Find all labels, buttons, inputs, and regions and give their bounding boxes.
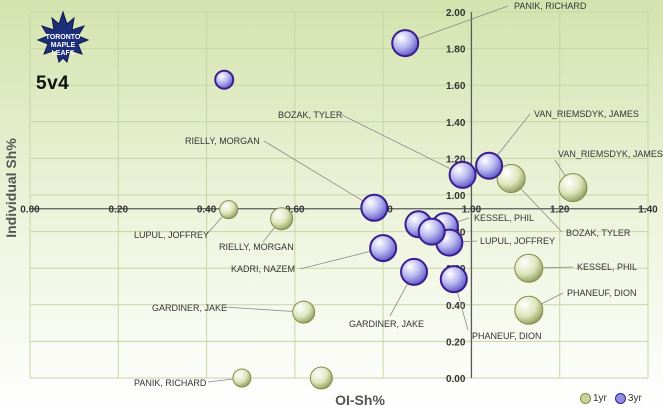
- x-tick-label: 1.20: [550, 205, 570, 216]
- data-label: VAN_RIEMSDYK, JAMES: [558, 149, 663, 159]
- data-point-1yr: [558, 173, 588, 203]
- data-label: KESSEL, PHIL: [474, 213, 534, 223]
- y-axis-title: Individual Sh%: [3, 138, 19, 238]
- legend: 1yr 3yr: [580, 393, 642, 404]
- data-point-3yr: [369, 234, 398, 263]
- x-tick-label: 1.40: [638, 205, 658, 216]
- data-point-1yr: [496, 164, 526, 194]
- data-label: PHANEUF, DION: [567, 288, 637, 298]
- maple-leafs-logo: TORONTO MAPLE LEAFS: [34, 10, 92, 72]
- svg-text:LEAFS: LEAFS: [52, 50, 75, 57]
- data-point-3yr: [214, 69, 235, 90]
- annotation-leader: [405, 5, 509, 44]
- annotation-leader: [299, 247, 384, 270]
- data-point-3yr: [439, 265, 468, 294]
- y-tick-label: 1.40: [446, 118, 466, 129]
- y-tick-label: 2.00: [446, 8, 466, 19]
- data-point-1yr: [292, 300, 316, 324]
- legend-label-1yr: 1yr: [593, 393, 607, 404]
- y-tick-label: 1.00: [446, 191, 466, 202]
- x-tick-label: 0.20: [109, 205, 129, 216]
- data-label: RIELLY, MORGAN: [185, 136, 260, 146]
- legend-label-3yr: 3yr: [627, 393, 642, 404]
- annotation-leader: [263, 140, 375, 209]
- svg-text:TORONTO: TORONTO: [46, 34, 81, 41]
- data-point-3yr: [417, 217, 446, 246]
- data-label: PANIK, RICHARD: [134, 378, 207, 388]
- data-point-3yr: [391, 29, 420, 58]
- x-tick-label: 0.00: [20, 205, 40, 216]
- data-point-3yr: [448, 160, 477, 189]
- annotation-leader: [223, 306, 304, 313]
- data-label: PHANEUF, DION: [472, 331, 542, 341]
- legend-item-3yr: 3yr: [614, 393, 642, 404]
- data-point-1yr: [309, 366, 333, 390]
- data-label: KADRI, NAZEM: [231, 264, 295, 274]
- data-label: LUPUL, JOFFREY: [134, 230, 209, 240]
- x-axis-title: OI-Sh%: [335, 392, 385, 408]
- data-label: VAN_RIEMSDYK, JAMES: [534, 109, 639, 119]
- data-label: BOZAK, TYLER: [566, 228, 631, 238]
- y-tick-label: 0.40: [446, 301, 466, 312]
- data-point-1yr: [514, 295, 544, 325]
- x-tick-label: 1.00: [462, 205, 482, 216]
- data-label: PANIK, RICHARD: [514, 1, 587, 11]
- y-tick-label: 0.20: [446, 337, 466, 348]
- data-label: GARDINER, JAKE: [349, 319, 424, 329]
- legend-swatch-1yr: [580, 393, 591, 404]
- data-label: GARDINER, JAKE: [152, 303, 227, 313]
- data-label: KESSEL, PHIL: [577, 262, 637, 272]
- data-point-1yr: [270, 207, 294, 231]
- data-label: LUPUL, JOFFREY: [480, 236, 555, 246]
- data-point-3yr: [475, 151, 504, 180]
- legend-swatch-3yr: [614, 393, 626, 404]
- y-tick-label: 1.80: [446, 45, 466, 56]
- y-tick-label: 1.60: [446, 81, 466, 92]
- data-point-1yr: [219, 200, 239, 220]
- x-tick-label: 0.40: [197, 205, 217, 216]
- legend-item-1yr: 1yr: [580, 393, 607, 404]
- data-label: BOZAK, TYLER: [278, 110, 343, 120]
- y-tick-label: 1.20: [446, 154, 466, 165]
- data-point-1yr: [232, 368, 252, 388]
- x-tick-label: 0.60: [285, 205, 305, 216]
- annotation-leader: [341, 114, 463, 176]
- data-point-1yr: [514, 253, 544, 283]
- data-point-3yr: [360, 193, 389, 222]
- svg-text:MAPLE: MAPLE: [51, 42, 76, 49]
- y-tick-label: 0.00: [446, 374, 466, 385]
- data-label: RIELLY, MORGAN: [219, 242, 294, 252]
- data-point-3yr: [400, 257, 429, 286]
- situation-label: 5v4: [36, 73, 70, 94]
